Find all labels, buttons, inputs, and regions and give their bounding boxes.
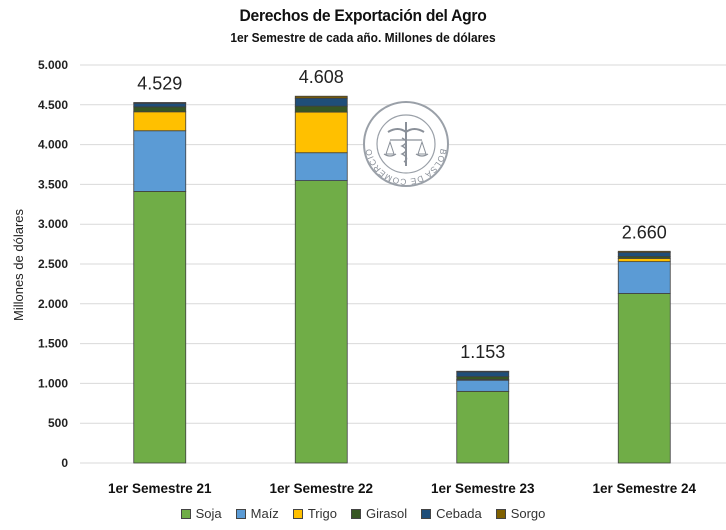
y-axis-label: Millones de dólares [11,209,26,322]
total-labels: 4.529 4.608 1.153 2.660 [137,67,667,362]
y-tick-label: 1.500 [38,337,68,351]
x-tick-label: 1er Semestre 24 [592,481,696,496]
x-tick-label: 1er Semestre 22 [269,481,373,496]
legend-swatch [421,508,432,519]
total-label: 2.660 [622,222,667,242]
legend-item: Sorgo [495,506,546,521]
bars [133,95,671,464]
total-label: 1.153 [460,342,505,362]
bar-segment-girasol [133,106,187,113]
y-tick-label: 3.000 [38,217,68,231]
x-axis-categories: 1er Semestre 21 1er Semestre 22 1er Semest… [108,481,697,496]
legend-item: Cebada [421,506,482,521]
y-tick-label: 3.500 [38,177,68,191]
chart-legend: Soja Maíz Trigo Girasol Cebada Sorgo [0,506,726,521]
bar-segment-soja [133,191,187,464]
bar-segment-girasol [456,376,510,380]
y-tick-label: 1.000 [38,376,68,390]
bar-segment-sorgo [133,102,187,104]
chart-title: Derechos de Exportación del Agro [239,6,487,25]
chart-subtitle: 1er Semestre de cada año. Millones de dó… [230,30,496,45]
legend-label: Girasol [365,506,408,521]
x-tick-label: 1er Semestre 21 [108,481,212,496]
legend-item: Soja [180,506,222,521]
bar-segment-soja [456,390,510,464]
bar-stack [456,370,510,464]
y-tick-label: 500 [48,416,68,430]
bar-stack [133,102,187,464]
bar-segment-cebada [294,97,348,107]
total-label: 4.608 [299,67,344,87]
bar-segment-cebada [456,371,510,378]
bar-stack [294,95,348,464]
bar-segment-trigo [294,111,348,154]
bar-segment-sorgo [294,95,348,99]
y-tick-label: 2.500 [38,257,68,271]
bar-stack [617,250,671,464]
bar-segment-sorgo [617,250,671,253]
y-tick-label: 2.000 [38,297,68,311]
bar-segment-maiz [617,261,671,294]
legend-swatch [235,508,246,519]
bar-segment-trigo [133,111,187,132]
y-tick-label: 5.000 [38,58,68,72]
legend-item: Girasol [350,506,408,521]
bar-segment-maiz [294,152,348,181]
bolsa-de-comercio-de-rosario-seal-icon: BOLSA DE COMERCIO DE ROSARIO [358,92,450,188]
legend-label: Trigo [307,506,337,521]
legend-label: Sorgo [510,506,546,521]
bar-segment-sorgo [456,370,510,373]
legend-label: Maíz [250,506,279,521]
y-tick-label: 4.000 [38,138,68,152]
total-label: 4.529 [137,73,182,93]
legend-swatch [350,508,361,519]
bar-segment-trigo [617,258,671,263]
bar-segment-cebada [133,102,187,108]
bar-segment-soja [617,293,671,464]
legend-swatch [495,508,506,519]
y-axis-ticks: 0 500 1.000 1.500 2.000 2.500 3.000 3.500 4.000 4… [38,58,68,470]
bar-segment-girasol [294,105,348,113]
y-tick-label: 0 [61,456,68,470]
legend-item: Trigo [292,506,337,521]
legend-swatch [292,508,303,519]
bar-segment-maiz [456,379,510,392]
legend-item: Maíz [235,506,279,521]
bar-segment-maiz [133,130,187,192]
legend-label: Soja [195,506,222,521]
bar-segment-soja [294,180,348,464]
legend-label: Cebada [436,506,482,521]
legend-swatch [180,508,191,519]
x-tick-label: 1er Semestre 23 [431,481,535,496]
bar-segment-cebada [617,252,671,257]
y-tick-label: 4.500 [38,98,68,112]
